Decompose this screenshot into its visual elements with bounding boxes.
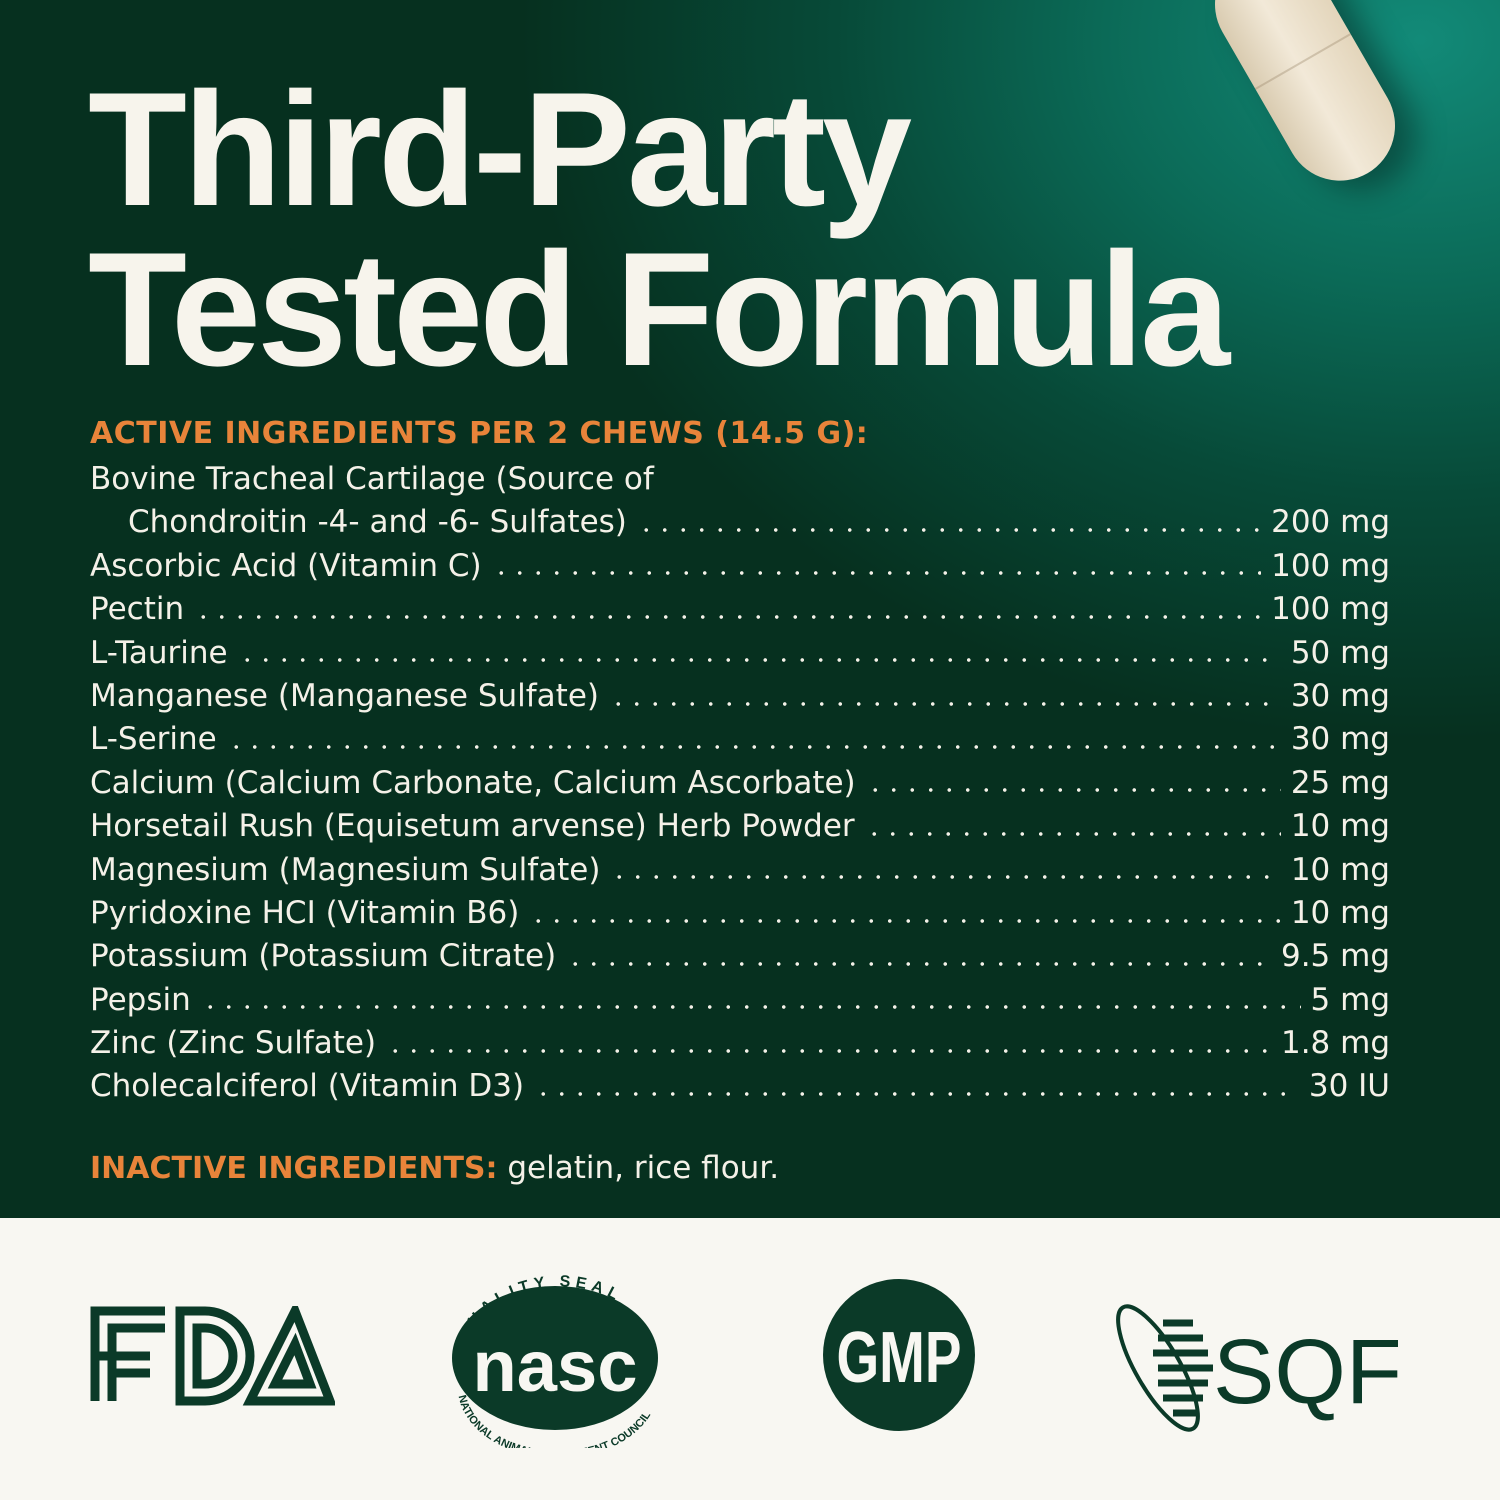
ingredient-name: Chondroitin -4- and -6- Sulfates) — [128, 504, 627, 541]
ingredient-name: Pyridoxine HCI (Vitamin B6) — [90, 894, 520, 931]
nasc-quality-seal-logo: QUALITY SEAL nasc NATIONAL ANIMAL SUPPLE… — [452, 1273, 658, 1448]
ingredient-name: Manganese (Manganese Sulfate) — [90, 677, 599, 714]
page-title: Third-Party Tested Formula — [88, 59, 1230, 400]
sqf-text: SQF — [1213, 1321, 1398, 1423]
dot-leader — [534, 1092, 1299, 1097]
ingredient-list: Bovine Tracheal Cartilage (Source of Cho… — [90, 458, 1390, 1109]
ingredient-name: Ascorbic Acid (Vitamin C) — [90, 547, 482, 584]
ingredient-name: Calcium (Calcium Carbonate, Calcium Asco… — [90, 764, 856, 801]
dot-leader — [194, 614, 1262, 619]
dot-leader — [636, 528, 1262, 533]
ingredient-amount: 10 mg — [1290, 894, 1390, 931]
ingredient-amount: 100 mg — [1271, 591, 1390, 628]
ingredient-row: Manganese (Manganese Sulfate) 30 mg — [90, 675, 1390, 718]
title-line-1: Third-Party — [88, 59, 912, 240]
dot-leader — [529, 918, 1281, 923]
nasc-text: nasc — [473, 1327, 638, 1407]
ingredient-amount: 30 IU — [1308, 1068, 1390, 1105]
ingredient-amount: 5 mg — [1310, 981, 1390, 1018]
dot-leader — [864, 831, 1281, 836]
ingredient-name: Pectin — [90, 591, 185, 628]
ingredient-amount: 25 mg — [1290, 764, 1390, 801]
ingredient-name: Horsetail Rush (Equisetum arvense) Herb … — [90, 808, 855, 845]
ingredient-amount: 9.5 mg — [1280, 938, 1390, 975]
fda-logo — [90, 1306, 335, 1406]
ingredient-row: Pepsin 5 mg — [90, 979, 1390, 1022]
ingredient-row: L-Serine 30 mg — [90, 718, 1390, 761]
ingredient-amount: 100 mg — [1271, 547, 1390, 584]
ingredient-row: Cholecalciferol (Vitamin D3) 30 IU — [90, 1065, 1390, 1108]
ingredient-row: Ascorbic Acid (Vitamin C) 100 mg — [90, 545, 1390, 588]
ingredient-amount: 30 mg — [1290, 721, 1390, 758]
dot-leader — [386, 1048, 1271, 1053]
ingredient-amount: 30 mg — [1290, 677, 1390, 714]
ingredient-row: Chondroitin -4- and -6- Sulfates) 200 mg — [90, 501, 1390, 544]
ingredient-amount: 200 mg — [1271, 504, 1390, 541]
ingredient-name: Zinc (Zinc Sulfate) — [90, 1025, 377, 1062]
gmp-logo: GMP — [823, 1279, 975, 1431]
inactive-ingredients: INACTIVE INGREDIENTS: gelatin, rice flou… — [90, 1150, 779, 1186]
ingredient-row: Potassium (Potassium Citrate) 9.5 mg — [90, 935, 1390, 978]
dot-leader — [226, 745, 1281, 750]
ingredient-row: Magnesium (Magnesium Sulfate) 10 mg — [90, 849, 1390, 892]
dot-leader — [610, 875, 1281, 880]
ingredient-name: Magnesium (Magnesium Sulfate) — [90, 851, 601, 888]
ingredient-row-first-line: Bovine Tracheal Cartilage (Source of — [90, 458, 1390, 501]
ingredient-row: Zinc (Zinc Sulfate) 1.8 mg — [90, 1022, 1390, 1065]
capsule-image — [1194, 0, 1416, 201]
ingredient-name: Pepsin — [90, 981, 191, 1018]
dot-leader — [566, 961, 1271, 966]
active-ingredients-heading: ACTIVE INGREDIENTS PER 2 CHEWS (14.5 G): — [90, 416, 869, 451]
dot-leader — [865, 788, 1281, 793]
ingredient-row: L-Taurine 50 mg — [90, 632, 1390, 675]
ingredient-row: Calcium (Calcium Carbonate, Calcium Asco… — [90, 762, 1390, 805]
ingredient-name: L-Serine — [90, 721, 217, 758]
ingredient-amount: 50 mg — [1290, 634, 1390, 671]
certification-panel: QUALITY SEAL nasc NATIONAL ANIMAL SUPPLE… — [0, 1218, 1500, 1500]
ingredient-amount: 10 mg — [1290, 851, 1390, 888]
dot-leader — [200, 1005, 1301, 1010]
ingredient-name: Bovine Tracheal Cartilage (Source of — [90, 461, 654, 497]
ingredient-row: Pectin 100 mg — [90, 588, 1390, 631]
ingredient-name: Potassium (Potassium Citrate) — [90, 938, 557, 975]
title-line-2: Tested Formula — [88, 219, 1230, 400]
ingredient-name: Cholecalciferol (Vitamin D3) — [90, 1068, 525, 1105]
sqf-logo: SQF — [1116, 1304, 1398, 1432]
ingredient-amount: 10 mg — [1290, 808, 1390, 845]
inactive-label: INACTIVE INGREDIENTS: — [90, 1151, 498, 1186]
ingredient-amount: 1.8 mg — [1280, 1025, 1390, 1062]
ingredient-name: L-Taurine — [90, 634, 228, 671]
ingredient-row: Horsetail Rush (Equisetum arvense) Herb … — [90, 805, 1390, 848]
inactive-value: gelatin, rice flour. — [497, 1150, 780, 1186]
dot-leader — [609, 701, 1281, 706]
dot-leader — [491, 571, 1262, 576]
dot-leader — [237, 658, 1281, 663]
gmp-text: GMP — [837, 1318, 962, 1398]
ingredient-row: Pyridoxine HCI (Vitamin B6) 10 mg — [90, 892, 1390, 935]
hero-panel: Third-Party Tested Formula ACTIVE INGRED… — [0, 0, 1500, 1218]
